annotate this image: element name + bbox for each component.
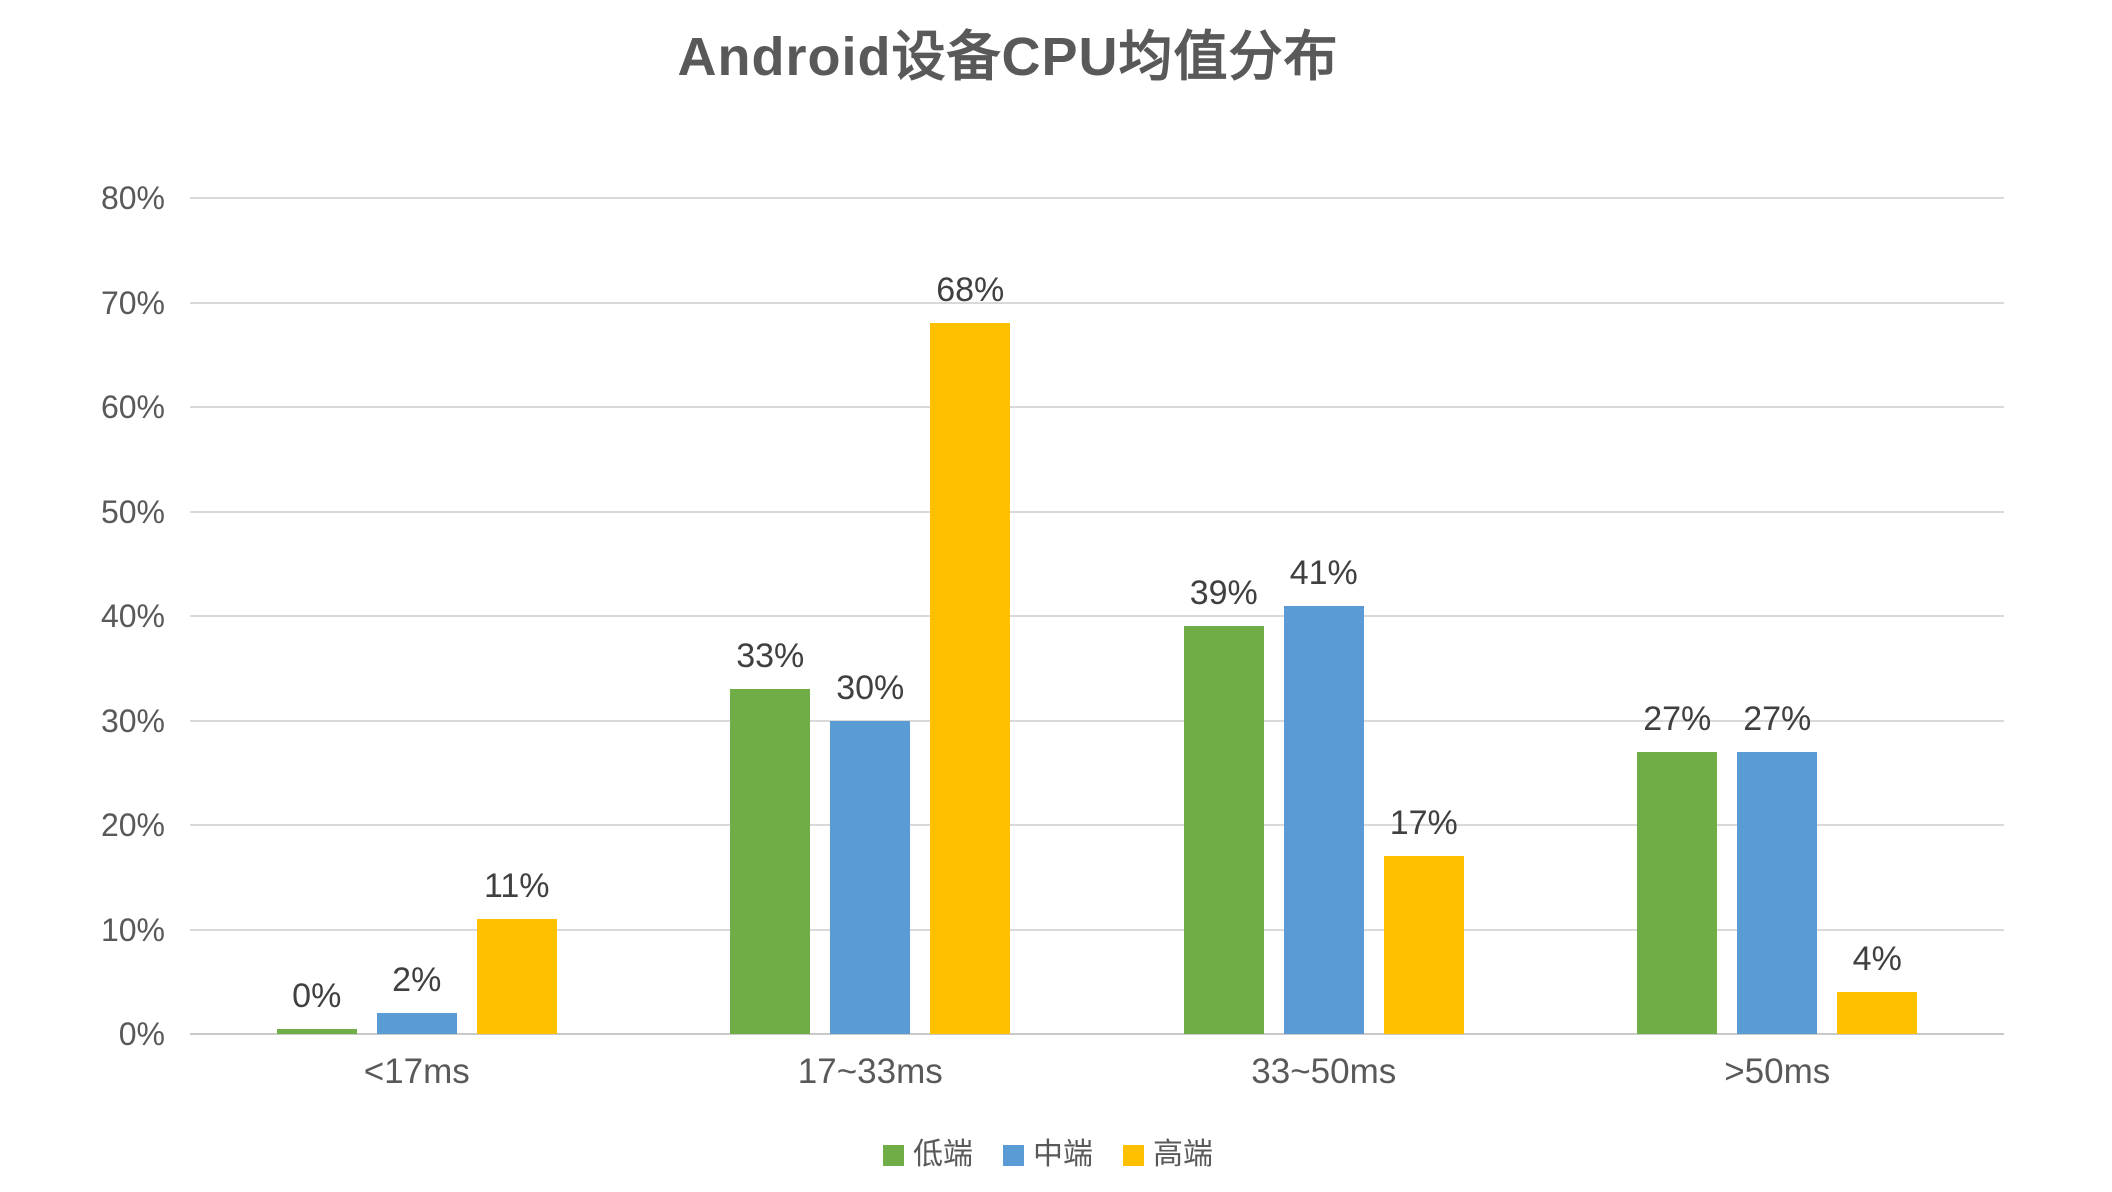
bar-series-2-cat-0 (476, 919, 557, 1034)
y-axis-tick-label: 20% (100, 807, 165, 843)
bar-series-0-cat-1 (730, 689, 811, 1034)
bar-value-label: 27% (1743, 699, 1812, 738)
bar-series-2-cat-1 (930, 323, 1011, 1034)
legend: 低端 中端 高端 (0, 1140, 2096, 1170)
y-axis-tick-label: 60% (100, 389, 165, 425)
y-axis-tick-label: 40% (100, 598, 165, 634)
gridline (190, 615, 2004, 617)
x-axis-category-label: >50ms (1724, 1052, 1831, 1091)
gridline (190, 928, 2004, 931)
legend-label: 低端 (913, 1138, 973, 1171)
bar-series-0-cat-2 (1183, 626, 1264, 1034)
chart-title: Android设备CPU均值分布 (677, 27, 1339, 87)
bar-value-label: 39% (1189, 574, 1258, 613)
bar-series-0-cat-3 (1637, 751, 1718, 1034)
bar-series-1-cat-1 (830, 720, 911, 1034)
x-axis-category-label: <17ms (363, 1052, 470, 1091)
bar-series-2-cat-2 (1383, 856, 1464, 1034)
legend-item-0: 低端 (883, 1140, 973, 1170)
bar-value-label: 27% (1643, 699, 1712, 738)
gridline (190, 197, 2004, 199)
legend-label: 高端 (1153, 1138, 1213, 1171)
x-axis-category-label: 17~33ms (797, 1052, 943, 1091)
bar-value-label: 0% (292, 977, 342, 1015)
y-axis-tick-label: 80% (100, 180, 165, 216)
bar-value-label: 4% (1852, 940, 1902, 979)
legend-item-1: 中端 (1003, 1140, 1093, 1170)
y-axis-tick-label: 0% (118, 1016, 165, 1052)
bar-series-0-cat-0 (276, 1029, 357, 1034)
bar-value-label: 30% (836, 668, 905, 707)
bar-value-label: 68% (936, 271, 1005, 310)
bar-series-1-cat-2 (1283, 605, 1364, 1034)
x-axis-category-label: 33~50ms (1251, 1052, 1397, 1091)
gridline (190, 510, 2004, 513)
y-axis-tick-label: 10% (100, 911, 165, 948)
x-axis-line (190, 1033, 2004, 1035)
gridline (190, 301, 2004, 304)
bar-value-label: 2% (392, 961, 442, 1000)
bar-series-2-cat-3 (1837, 992, 1918, 1034)
gridline (190, 824, 2004, 826)
gridline (190, 719, 2004, 722)
y-axis-tick-label: 30% (100, 702, 165, 739)
bar-series-1-cat-3 (1737, 751, 1818, 1034)
bar-series-1-cat-0 (376, 1013, 457, 1034)
legend-swatch-icon (1003, 1144, 1024, 1166)
y-axis-tick-label: 70% (100, 284, 165, 321)
y-axis-tick-label: 50% (100, 493, 165, 530)
bar-value-label: 17% (1389, 804, 1458, 843)
legend-label: 中端 (1033, 1138, 1093, 1171)
legend-swatch-icon (1123, 1144, 1144, 1166)
bar-value-label: 41% (1289, 553, 1358, 592)
plot-area: 0% 10% 20% 30% 40% 50% 60% 70% 80% 0% 2% 11% <17ms 33… (101, 182, 2004, 1089)
gridline (190, 406, 2004, 408)
legend-item-2: 高端 (1123, 1140, 1213, 1170)
bar-value-label: 33% (736, 637, 805, 676)
bar-value-label: 11% (483, 867, 550, 906)
legend-swatch-icon (883, 1144, 904, 1166)
